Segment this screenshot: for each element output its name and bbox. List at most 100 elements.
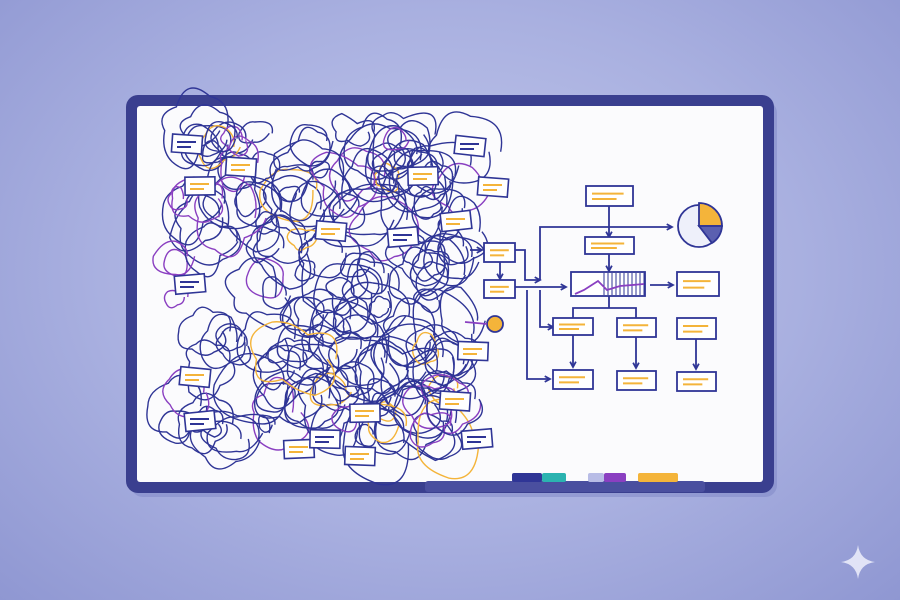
sticky-note	[349, 402, 381, 424]
scribble-loop	[289, 123, 334, 167]
sparkle-icon	[841, 545, 875, 579]
sticky-note	[178, 365, 212, 389]
scribble-loop	[267, 337, 310, 369]
scribble-loop	[279, 296, 329, 331]
scribble-loop	[388, 149, 457, 219]
scribble-loop	[424, 330, 480, 377]
note-box	[178, 365, 212, 389]
flow-box	[676, 371, 717, 392]
flow-connector	[464, 321, 488, 325]
scribble-loop	[194, 176, 267, 258]
scribble-loop	[297, 372, 367, 447]
scribble-loop	[236, 311, 296, 373]
scribble-loop	[245, 226, 285, 264]
scribble-loop	[286, 228, 319, 251]
scribble-loop	[257, 414, 276, 433]
scribble-loop	[215, 323, 246, 352]
scribble-loop	[373, 323, 455, 400]
arrowhead	[666, 223, 674, 231]
scribble-loop	[293, 288, 352, 345]
scribble-loop	[281, 296, 324, 339]
marker-tray	[425, 481, 705, 492]
note-box	[476, 176, 510, 198]
scribble-loop	[318, 188, 409, 248]
note-box	[438, 390, 472, 412]
scribble-loop	[284, 368, 340, 430]
note-box	[314, 219, 348, 243]
scribble-loop	[405, 324, 477, 406]
scribble-loop	[235, 181, 282, 228]
flow-box	[616, 370, 657, 391]
scribble-loop	[311, 309, 345, 347]
scribble-loop	[300, 168, 360, 218]
scribble-loop	[367, 125, 423, 172]
scribble-loop	[217, 151, 256, 191]
sticky-note	[224, 156, 258, 178]
note-box	[343, 445, 377, 467]
scribble-loop	[317, 314, 400, 402]
scribble-loop	[339, 252, 376, 278]
scribble-loop	[177, 392, 234, 455]
flow-box	[483, 242, 516, 263]
scribble-loop	[331, 112, 376, 147]
scribble-loop	[238, 120, 274, 144]
scribble-loop	[328, 192, 366, 231]
scribble-loop	[220, 125, 249, 157]
scribble-loop	[252, 214, 312, 290]
sticky-note	[309, 428, 341, 450]
box-outline	[483, 242, 516, 263]
scribble-loop	[224, 257, 292, 330]
sticky-note	[173, 272, 207, 296]
scribble-loop	[185, 339, 236, 401]
box-outline	[676, 271, 720, 297]
marker-teal[interactable]	[542, 473, 566, 482]
scribble-loop	[177, 306, 232, 356]
scribble-loop	[356, 251, 390, 295]
scribble-loop	[269, 139, 345, 222]
sticky-note	[460, 427, 494, 451]
marker-orange[interactable]	[638, 473, 678, 482]
scribble-loop	[370, 165, 398, 195]
scribble-loop	[329, 365, 361, 402]
arrowhead	[692, 363, 700, 371]
flow-box	[584, 236, 635, 255]
sticky-note	[476, 176, 510, 198]
note-box	[349, 402, 381, 424]
note-box	[170, 133, 204, 155]
marker-navy[interactable]	[512, 473, 542, 482]
pie-chart-icon	[677, 202, 723, 248]
marker-purple[interactable]	[604, 473, 626, 482]
scribble-loop	[338, 123, 422, 203]
note-box	[456, 340, 490, 362]
scribble-loop	[167, 186, 188, 211]
scribble-loop	[416, 398, 480, 480]
arrowhead	[605, 265, 613, 273]
scribble-loop	[174, 187, 242, 266]
note-box	[173, 272, 207, 296]
scribble-loop	[255, 211, 278, 235]
flow-box	[585, 185, 634, 207]
pie-slice	[698, 202, 723, 227]
scribble-loop	[184, 222, 239, 278]
scribble-loop	[204, 120, 238, 153]
scribble-loop	[325, 276, 359, 316]
sticky-note	[386, 225, 420, 249]
scribble-loop	[202, 171, 283, 253]
scribble-loop	[411, 188, 466, 241]
note-box	[386, 225, 420, 249]
flow-connector	[539, 226, 672, 280]
note-box	[406, 165, 440, 187]
sticky-note	[314, 219, 348, 243]
scribble-loop	[350, 268, 380, 300]
chart-line	[574, 279, 645, 295]
sticky-note	[438, 390, 472, 412]
flow-connector	[539, 290, 553, 328]
scribble-loop	[152, 240, 196, 276]
scribble-loop	[413, 185, 442, 220]
flow-connector	[526, 290, 550, 380]
scribble-loop	[332, 183, 407, 236]
marker-lavender[interactable]	[588, 473, 604, 482]
scribble-loop	[364, 142, 416, 195]
scribble-loop	[409, 235, 467, 301]
scribble-loop	[406, 337, 467, 395]
